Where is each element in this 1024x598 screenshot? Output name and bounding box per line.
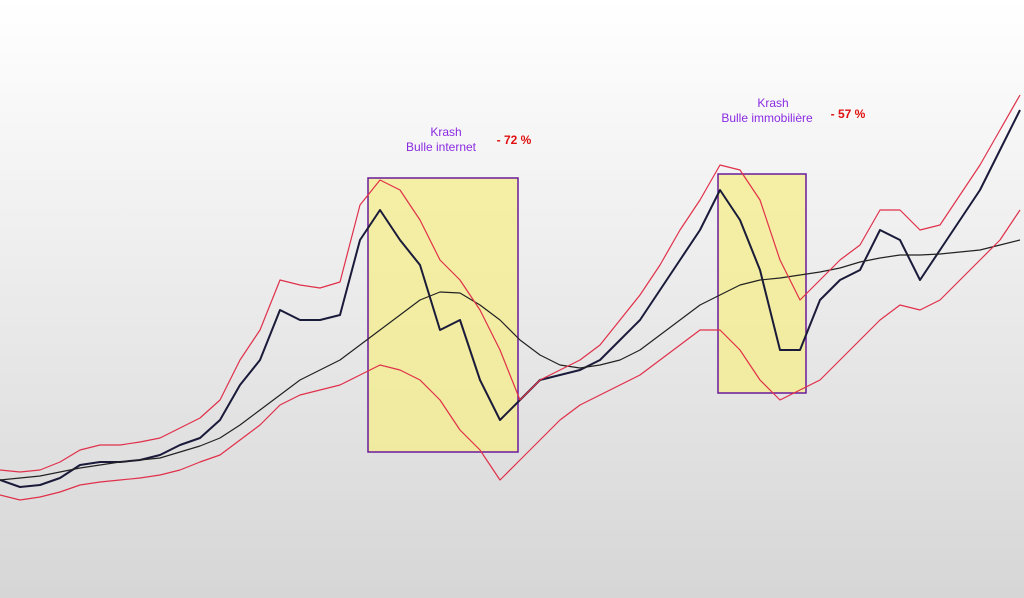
series-line: [0, 109, 1021, 488]
annotation-title: Krash: [757, 96, 788, 110]
annotation-value: - 72 %: [497, 133, 532, 147]
series-line: [0, 94, 1021, 473]
series-line: [0, 209, 1021, 501]
annotation-subtitle: Bulle immobilière: [721, 111, 813, 125]
series-line: [0, 239, 1021, 481]
annotation-title: Krash: [430, 125, 461, 139]
annotation-subtitle: Bulle internet: [406, 140, 477, 154]
annotation-value: - 57 %: [831, 107, 866, 121]
